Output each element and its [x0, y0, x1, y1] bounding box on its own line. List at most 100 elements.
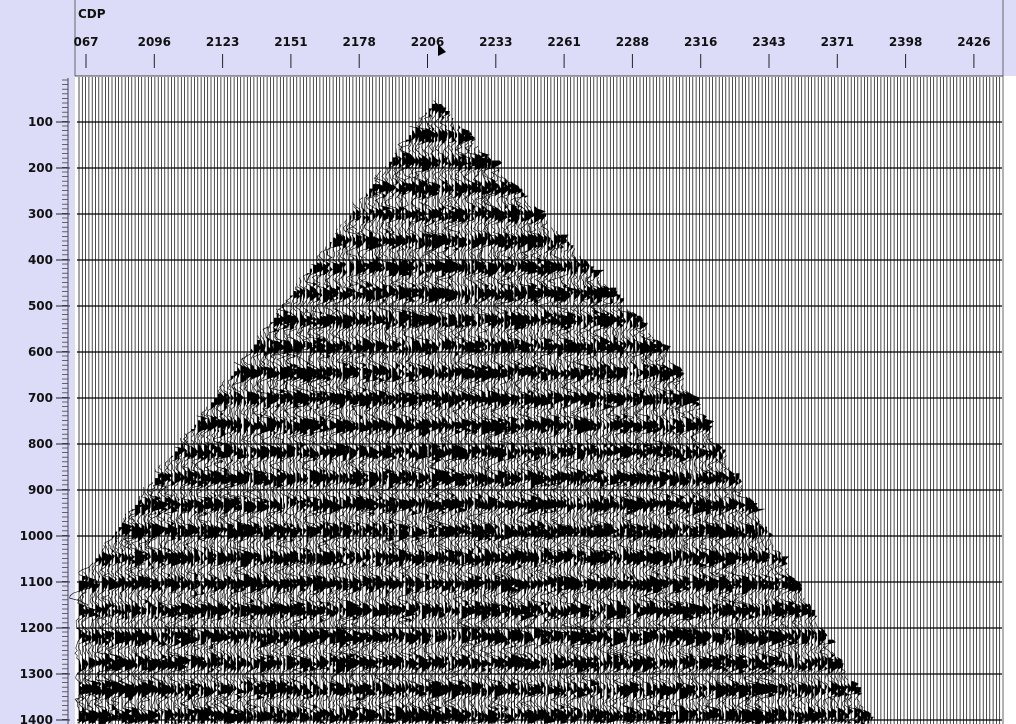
trace-wiggle	[865, 710, 871, 724]
y-tick-label: 200	[28, 161, 53, 175]
x-tick-label: 2206	[411, 35, 444, 49]
x-tick-label: 2371	[821, 35, 854, 49]
trace-wiggle	[761, 538, 780, 724]
trace-fill	[613, 291, 624, 724]
trace-wiggle	[649, 340, 671, 724]
trace-fill	[633, 312, 643, 724]
trace-fill	[818, 621, 824, 724]
trace-wiggle	[590, 276, 611, 723]
y-tick-label: 100	[28, 115, 53, 129]
trace-fill	[494, 164, 505, 724]
trace-fill	[732, 467, 742, 724]
trace-wiggle	[696, 419, 717, 723]
trace-wiggle	[295, 272, 319, 724]
x-tick-label: 2123	[206, 35, 239, 49]
trace-fill	[821, 627, 827, 724]
trace-fill	[795, 580, 802, 724]
trace-wiggle	[819, 633, 828, 724]
trace-wiggle	[321, 237, 344, 723]
x-tick-label: 2316	[684, 35, 717, 49]
trace-wiggle	[391, 143, 413, 722]
trace-fill	[234, 371, 243, 724]
x-tick-label: 2398	[889, 35, 922, 49]
trace-fill	[554, 227, 565, 724]
trace-fill	[79, 580, 89, 724]
trace-fill	[250, 348, 262, 724]
trace-fill	[785, 562, 790, 724]
trace-fill	[425, 112, 434, 724]
trace-wiggle	[355, 192, 377, 724]
trace-fill	[867, 710, 871, 724]
trace-wiggle	[176, 437, 196, 724]
trace-fill	[207, 406, 218, 724]
trace-wiggle	[516, 199, 540, 722]
trace-fill	[339, 228, 349, 724]
trace-wiggle	[844, 675, 852, 723]
trace-wiggle	[617, 305, 637, 723]
trace-wiggle	[149, 469, 171, 722]
y-tick-label: 700	[28, 391, 53, 405]
trace-wiggle	[197, 406, 219, 723]
trace-fill	[560, 234, 571, 724]
trace-wiggle	[123, 504, 145, 723]
trace-fill	[834, 651, 840, 724]
trace-fill	[405, 139, 416, 724]
x-tick-label: 2233	[479, 35, 512, 49]
y-tick-label: 1200	[20, 621, 53, 635]
trace-wiggle	[870, 716, 874, 722]
trace-wiggle	[424, 100, 447, 723]
trace-fill	[511, 181, 523, 724]
trace-wiggle	[816, 627, 828, 723]
trace-wiggle	[233, 357, 253, 723]
trace-wiggle	[188, 420, 206, 723]
trace-wiggle	[315, 246, 338, 724]
trace-fill	[676, 366, 685, 724]
trace-wiggle	[309, 255, 333, 724]
trace-fill	[689, 390, 700, 724]
trace-wiggle	[307, 259, 327, 723]
trace-fill	[108, 540, 116, 724]
trace-fill	[824, 633, 828, 724]
trace-wiggle	[635, 326, 657, 724]
trace-fill	[649, 329, 659, 724]
trace-fill	[418, 121, 430, 724]
trace-fill	[174, 451, 183, 724]
trace-fill	[841, 663, 846, 724]
x-tick-label: 2096	[138, 35, 171, 49]
trace-wiggle	[596, 283, 618, 722]
trace-wiggle	[810, 615, 820, 724]
trace-fill	[600, 277, 610, 724]
trace-fill	[240, 362, 251, 724]
trace-wiggle	[178, 433, 198, 724]
trace-fill	[475, 142, 486, 724]
trace-wiggle	[705, 437, 727, 723]
trace-wiggle	[74, 571, 96, 722]
trace-wiggle	[375, 166, 398, 724]
trace-wiggle	[606, 294, 628, 723]
trace-fill	[791, 574, 802, 724]
trace-wiggle	[622, 312, 644, 723]
trace-fill	[544, 217, 555, 724]
trace-fill	[204, 411, 215, 724]
trace-wiggle	[190, 415, 210, 724]
trace-wiggle	[203, 397, 224, 724]
trace-fill	[428, 108, 439, 724]
trace-wiggle	[237, 353, 259, 724]
trace-wiggle	[791, 585, 804, 724]
trace-wiggle	[847, 687, 862, 723]
trace-fill	[778, 550, 788, 724]
y-tick-label: 1400	[20, 713, 53, 724]
trace-wiggle	[285, 286, 309, 722]
trace-wiggle	[508, 191, 534, 723]
x-tick-label: 2343	[752, 35, 785, 49]
axis-header: CDP	[78, 7, 106, 21]
trace-fill	[230, 375, 241, 724]
trace-fill	[517, 188, 528, 724]
trace-wiggle	[332, 224, 355, 722]
trace-fill	[659, 340, 671, 724]
trace-fill	[722, 449, 732, 724]
trace-wiggle	[523, 206, 546, 724]
trace-fill	[270, 322, 281, 724]
trace-wiggle	[671, 377, 693, 724]
trace-fill	[623, 301, 634, 724]
